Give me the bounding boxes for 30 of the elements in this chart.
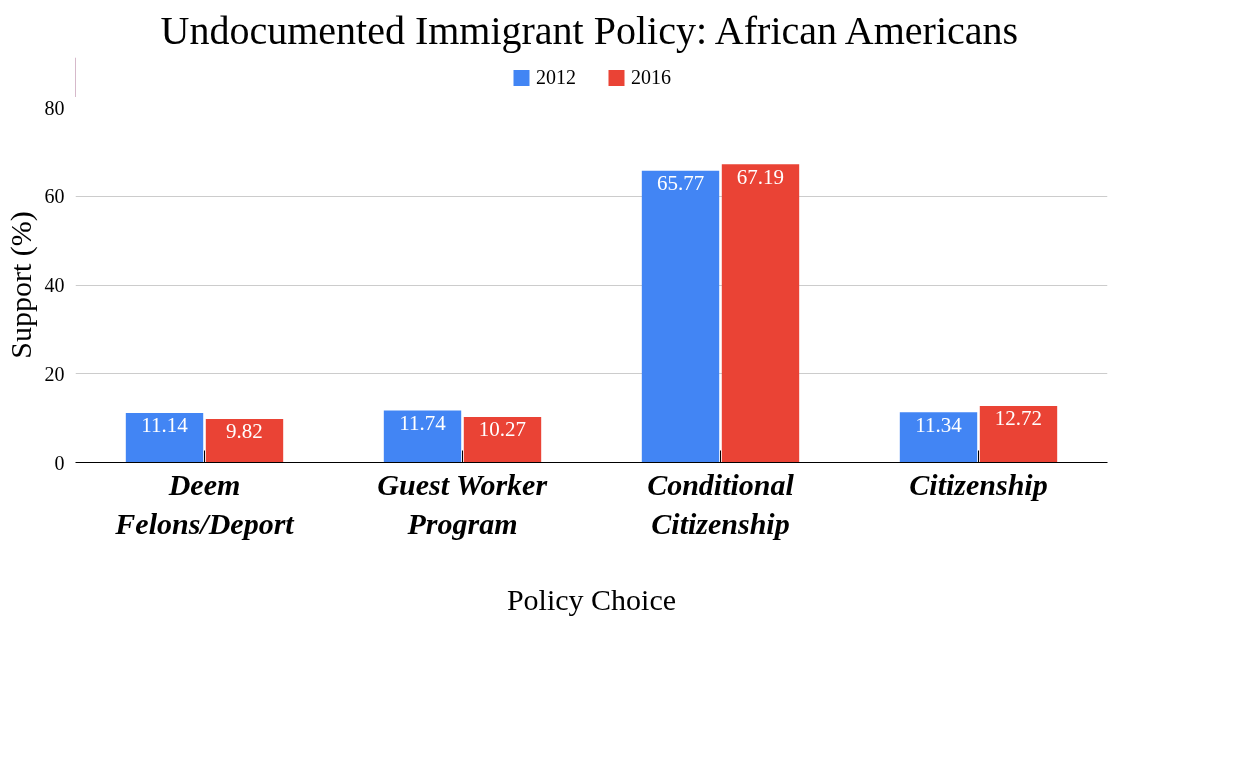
bar <box>463 416 542 463</box>
y-axis-title: Support (%) <box>3 211 38 359</box>
data-label: 11.14 <box>141 413 189 438</box>
data-label: 12.72 <box>994 406 1043 431</box>
chart-title: Undocumented Immigrant Policy: African Americans <box>160 7 1019 53</box>
x-tick-label: Guest Worker Program <box>377 467 548 541</box>
data-label: 65.77 <box>656 170 705 195</box>
bar <box>979 406 1058 463</box>
legend-label: 2016 <box>631 65 671 89</box>
bar <box>383 410 462 463</box>
x-axis-title: Policy Choice <box>506 583 677 617</box>
bar <box>125 413 204 463</box>
bar <box>205 418 284 463</box>
data-label: 11.74 <box>399 410 447 435</box>
x-tick-label: Deem Felons/Deport <box>114 467 296 541</box>
y-tick-label: 80 <box>44 96 65 119</box>
bar <box>641 170 720 463</box>
data-label: 67.19 <box>736 164 785 189</box>
bar <box>899 412 978 463</box>
x-tick-label: Citizenship <box>909 467 1048 501</box>
y-tick-label: 60 <box>44 185 65 208</box>
legend-label: 2012 <box>536 65 576 89</box>
x-tick-label: Conditional Citizenship <box>647 467 795 541</box>
y-tick-label: 20 <box>44 362 65 385</box>
y-tick-label: 0 <box>54 451 65 474</box>
y-tick-label: 40 <box>44 274 65 296</box>
data-label: 11.34 <box>915 412 963 437</box>
data-label: 9.82 <box>226 419 263 444</box>
data-label: 10.27 <box>478 417 527 442</box>
bar <box>721 164 800 463</box>
